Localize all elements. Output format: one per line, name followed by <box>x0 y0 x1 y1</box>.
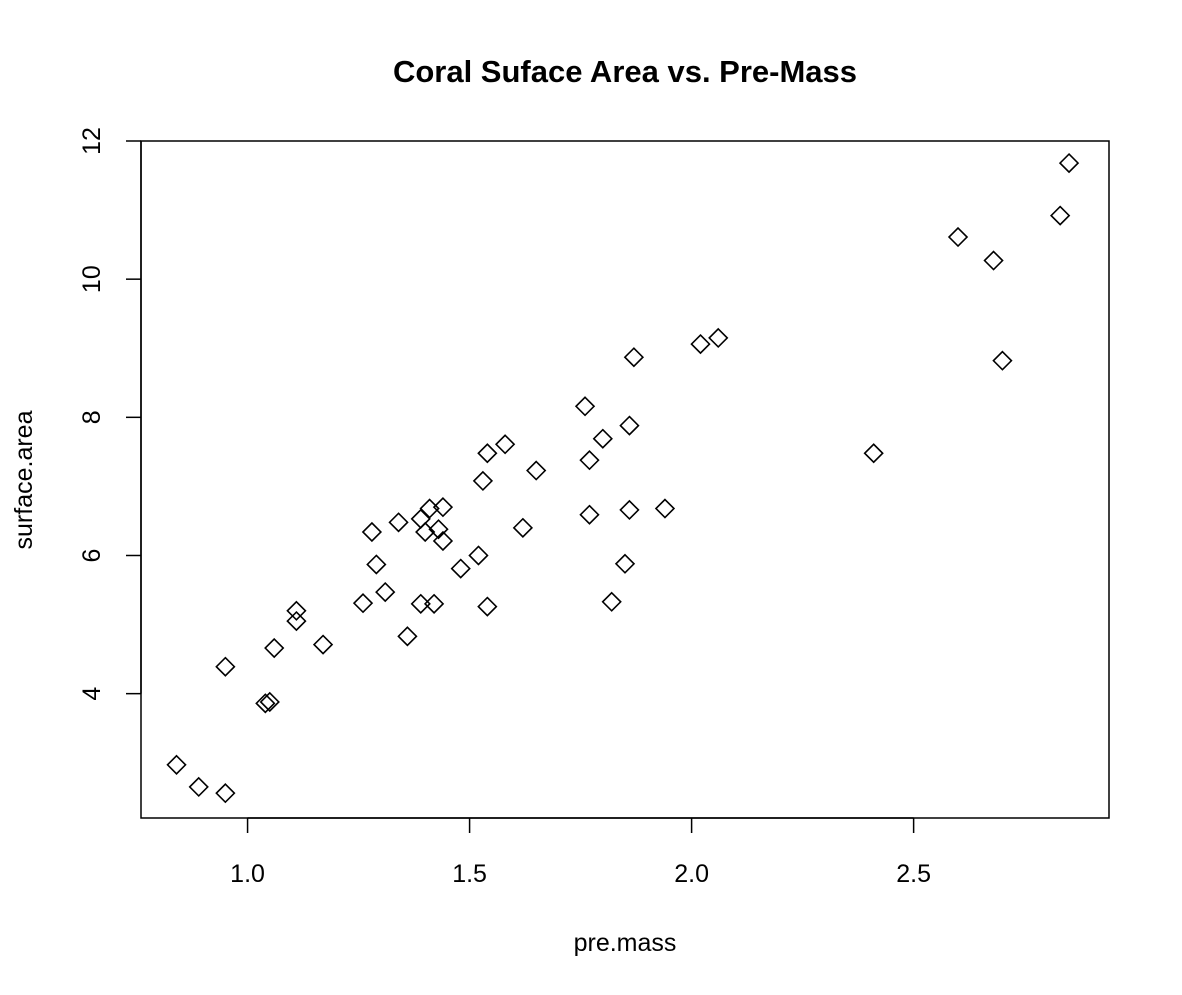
data-point <box>215 782 236 804</box>
data-point <box>286 610 307 632</box>
y-tick-label: 4 <box>78 687 106 701</box>
data-point <box>690 333 711 355</box>
data-point <box>264 637 285 659</box>
data-point <box>215 656 236 677</box>
data-point <box>188 776 209 798</box>
data-point <box>512 517 534 538</box>
data-point <box>623 347 645 368</box>
data-point <box>947 226 969 248</box>
data-point <box>166 754 187 775</box>
x-axis: 1.0 1.5 2.0 2.5 <box>230 817 931 888</box>
data-point <box>526 460 547 481</box>
data-point <box>432 530 454 552</box>
data-point <box>450 558 471 579</box>
y-axis: 4 6 8 10 12 <box>78 127 142 701</box>
data-point <box>375 581 396 603</box>
data-point <box>468 545 489 566</box>
data-point <box>1058 152 1080 174</box>
data-point <box>477 443 498 464</box>
y-tick-label: 10 <box>78 265 106 293</box>
data-point <box>619 415 640 436</box>
data-point <box>388 512 409 533</box>
y-tick-label: 8 <box>78 410 106 424</box>
x-tick-label: 1.5 <box>452 860 487 888</box>
data-point <box>423 593 445 614</box>
data-point <box>352 593 374 614</box>
data-point <box>286 600 307 621</box>
chart-title: Coral Suface Area vs. Pre-Mass <box>393 54 857 89</box>
data-point <box>415 521 436 543</box>
data-point <box>619 499 640 521</box>
data-point <box>472 470 494 492</box>
data-point <box>708 327 729 349</box>
data-point <box>579 504 600 525</box>
data-point <box>259 691 280 713</box>
data-point <box>601 591 622 612</box>
data-point <box>366 554 387 575</box>
data-point <box>410 593 431 614</box>
data-point <box>1050 205 1071 226</box>
x-tick-label: 1.0 <box>230 860 265 888</box>
x-tick-label: 2.0 <box>674 860 709 888</box>
y-axis-label: surface.area <box>10 410 38 549</box>
data-point <box>614 553 636 574</box>
data-points <box>166 152 1080 804</box>
y-tick-label: 12 <box>78 127 106 155</box>
y-tick-label: 6 <box>78 549 106 563</box>
data-point <box>654 498 676 519</box>
data-point <box>255 693 276 714</box>
data-point <box>428 519 449 540</box>
x-tick-label: 2.5 <box>896 860 931 888</box>
data-point <box>579 450 600 471</box>
x-axis-label: pre.mass <box>574 929 677 957</box>
data-point <box>312 634 334 655</box>
data-point <box>992 350 1013 371</box>
data-point <box>574 396 596 417</box>
data-point <box>983 250 1004 271</box>
plot-frame <box>140 140 1110 819</box>
data-point <box>494 434 516 455</box>
data-point <box>397 626 418 647</box>
data-point <box>592 428 613 449</box>
data-point <box>863 443 884 464</box>
data-point <box>361 521 383 543</box>
data-point <box>432 497 454 518</box>
data-point <box>477 596 498 617</box>
